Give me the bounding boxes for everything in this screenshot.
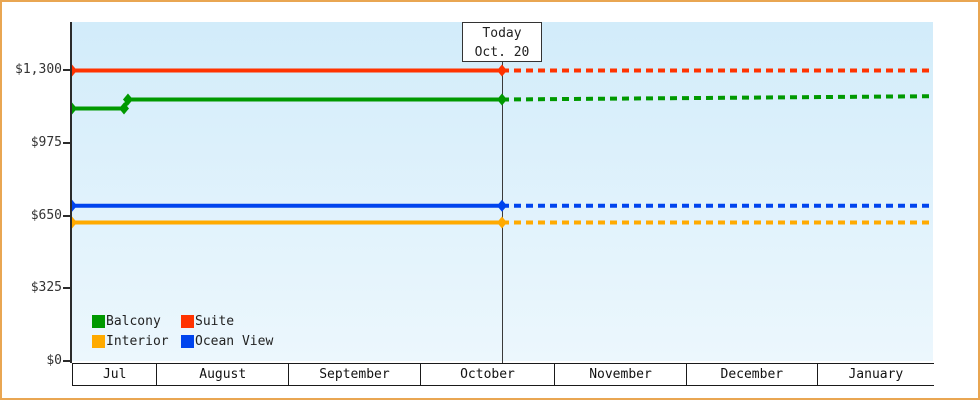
data-point-marker (496, 199, 507, 212)
data-point-marker (496, 64, 507, 77)
y-tick-mark (63, 214, 70, 217)
data-point-marker (496, 216, 507, 229)
month-cell: August (156, 363, 290, 386)
y-tick-label: $1,300 (15, 62, 62, 78)
today-annotation-line1: Today (482, 26, 522, 41)
series-balcony-forecast-line (501, 94, 933, 102)
legend-label: Suite (195, 313, 235, 329)
legend-item-interior: Interior (92, 333, 181, 349)
today-marker-line (502, 62, 503, 363)
y-tick-mark (63, 69, 70, 72)
data-point-marker (119, 102, 130, 115)
month-cell: December (685, 363, 818, 386)
legend-swatch-balcony (92, 314, 105, 328)
today-annotation-line2: Oct. 20 (474, 45, 530, 60)
chart-canvas (72, 64, 933, 229)
legend-label: Ocean View (195, 333, 274, 349)
series-balcony-history-line (72, 97, 502, 111)
legend-item-balcony: Balcony (92, 313, 181, 329)
data-point-marker (72, 102, 77, 115)
data-point-marker (72, 64, 77, 77)
y-tick-label: $0 (46, 353, 62, 368)
legend: Balcony Suite Interior Ocean View (92, 313, 273, 349)
data-point-marker (496, 93, 507, 106)
data-point-marker (72, 216, 77, 229)
month-cell: Jul (72, 363, 158, 386)
legend-item-suite: Suite (181, 313, 273, 329)
legend-item-ocean-view: Ocean View (181, 333, 273, 349)
month-cell: September (288, 363, 421, 386)
y-tick-mark (63, 360, 70, 362)
month-cell: November (554, 363, 687, 386)
y-axis-line (70, 22, 72, 363)
month-cell: October (419, 363, 556, 386)
legend-swatch-suite (181, 314, 194, 328)
y-tick-label: $325 (30, 280, 62, 296)
data-point-marker (122, 93, 133, 106)
y-tick-mark (63, 142, 70, 145)
data-point-marker (72, 199, 77, 212)
legend-swatch-interior (92, 334, 105, 348)
legend-label: Balcony (106, 313, 161, 329)
y-tick-label: $650 (30, 207, 62, 223)
legend-swatch-ocean-view (181, 334, 194, 348)
month-cell: January (816, 363, 934, 386)
y-tick-mark (63, 287, 70, 290)
y-tick-label: $975 (30, 135, 62, 151)
today-annotation: Today Oct. 20 (462, 22, 542, 62)
legend-label: Interior (106, 333, 169, 349)
